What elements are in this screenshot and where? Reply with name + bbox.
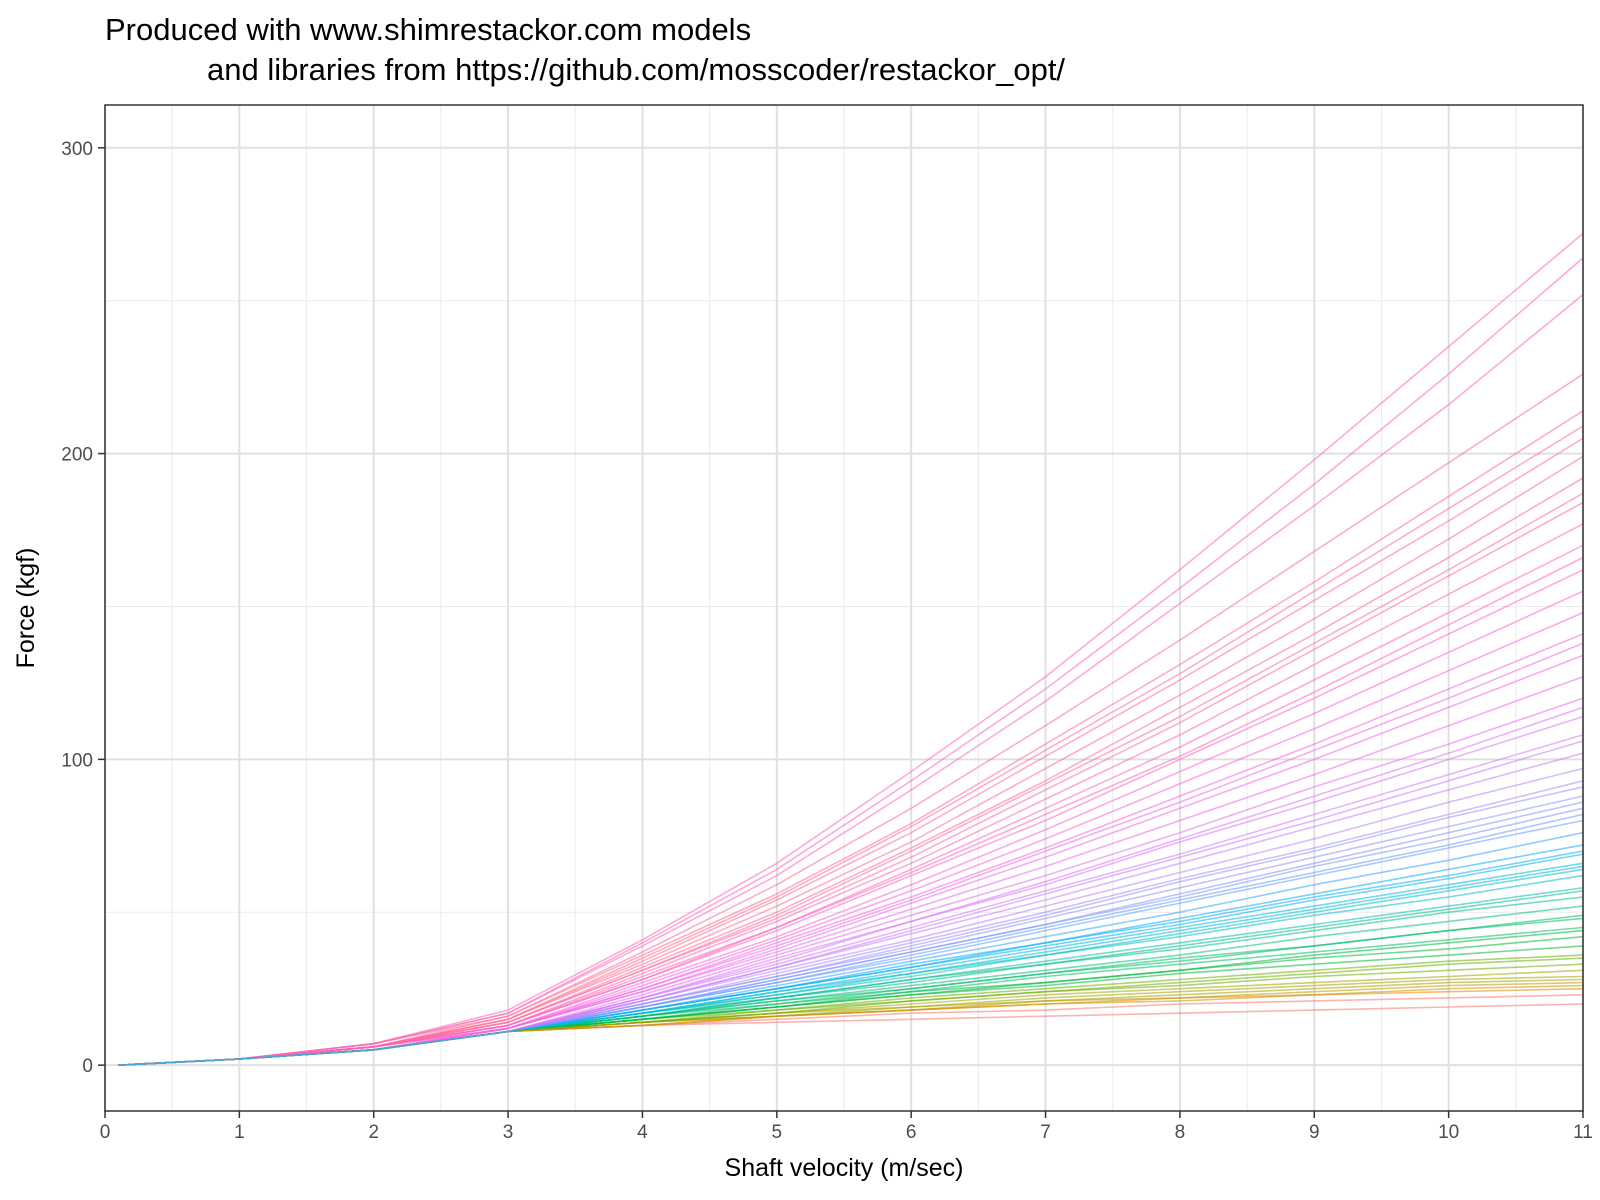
chart-subtitle: and libraries from https://github.com/mo… xyxy=(207,52,1066,87)
x-tick-label: 5 xyxy=(772,1122,783,1143)
x-tick-label: 0 xyxy=(100,1122,111,1143)
y-axis-title: Force (kgf) xyxy=(12,548,40,669)
chart-title: Produced with www.shimrestackor.com mode… xyxy=(105,12,752,47)
series-line-63 xyxy=(118,862,1584,1066)
x-tick-label: 10 xyxy=(1438,1122,1459,1143)
series-line-45 xyxy=(118,232,1584,1066)
x-tick-label: 4 xyxy=(637,1122,648,1143)
x-tick-label: 3 xyxy=(503,1122,514,1143)
y-axis-ticks: 0 100 200 300 xyxy=(61,139,105,1077)
x-tick-label: 1 xyxy=(234,1122,245,1143)
x-tick-label: 9 xyxy=(1309,1122,1320,1143)
y-tick-label: 300 xyxy=(61,139,93,160)
x-tick-label: 6 xyxy=(906,1122,917,1143)
y-tick-label: 200 xyxy=(61,445,93,466)
x-axis-ticks: 0 1 2 3 4 5 6 7 8 9 10 11 xyxy=(100,1111,1593,1143)
x-axis-title: Shaft velocity (m/sec) xyxy=(725,1154,964,1182)
series-lines xyxy=(118,232,1584,1066)
x-tick-label: 7 xyxy=(1040,1122,1051,1143)
x-tick-label: 8 xyxy=(1175,1122,1186,1143)
y-tick-label: 100 xyxy=(61,750,93,771)
x-tick-label: 11 xyxy=(1573,1122,1593,1143)
x-tick-label: 2 xyxy=(368,1122,379,1143)
y-tick-label: 0 xyxy=(82,1056,93,1077)
panel-border xyxy=(104,104,1584,1112)
series-line-60 xyxy=(118,556,1584,1066)
